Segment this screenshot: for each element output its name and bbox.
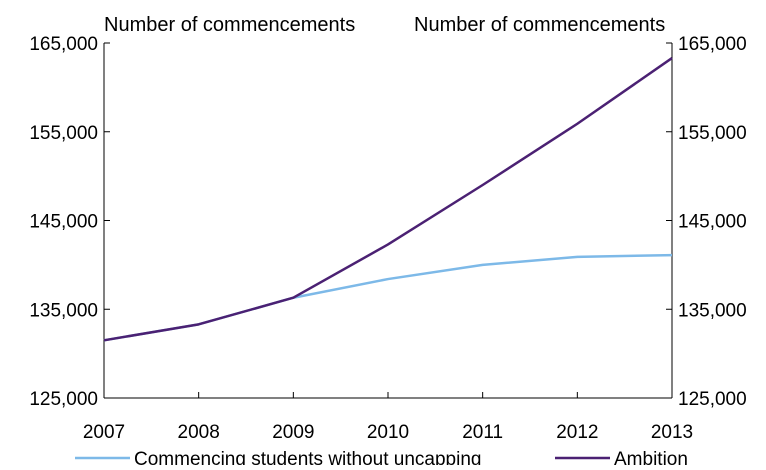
x-tick-label: 2010 [367, 422, 409, 443]
left-y-tick-label: 135,000 [29, 300, 98, 321]
legend-label-0: Commencing students without uncapping [134, 449, 481, 465]
legend: Commencing students without uncapping Amb… [75, 449, 688, 470]
right-axis-label: Number of commencements [414, 14, 665, 36]
legend-label-1: Ambition [614, 449, 688, 465]
left-axis-label: Number of commencements [104, 14, 355, 36]
left-y-tick-label: 165,000 [29, 34, 98, 55]
series-line-1 [103, 57, 673, 342]
left-y-tick-label: 125,000 [29, 389, 98, 410]
right-y-tick-label: 165,000 [678, 34, 747, 55]
right-y-tick-label: 135,000 [678, 300, 747, 321]
series-lines [103, 57, 673, 342]
left-y-tick-label: 155,000 [29, 123, 98, 144]
series-line-0 [103, 253, 673, 342]
axes: 125,000 125,000 135,000 135,000 145,000 145,0… [29, 34, 746, 443]
right-y-tick-label: 145,000 [678, 212, 747, 233]
x-tick-label: 2013 [651, 422, 693, 443]
x-tick-label: 2007 [83, 422, 125, 443]
right-y-tick-label: 125,000 [678, 389, 747, 410]
right-y-tick-label: 155,000 [678, 123, 747, 144]
x-tick-label: 2009 [272, 422, 314, 443]
x-tick-label: 2011 [462, 422, 503, 443]
x-tick-label: 2012 [556, 422, 598, 443]
x-tick-label: 2008 [178, 422, 220, 443]
left-y-tick-label: 145,000 [29, 212, 98, 233]
